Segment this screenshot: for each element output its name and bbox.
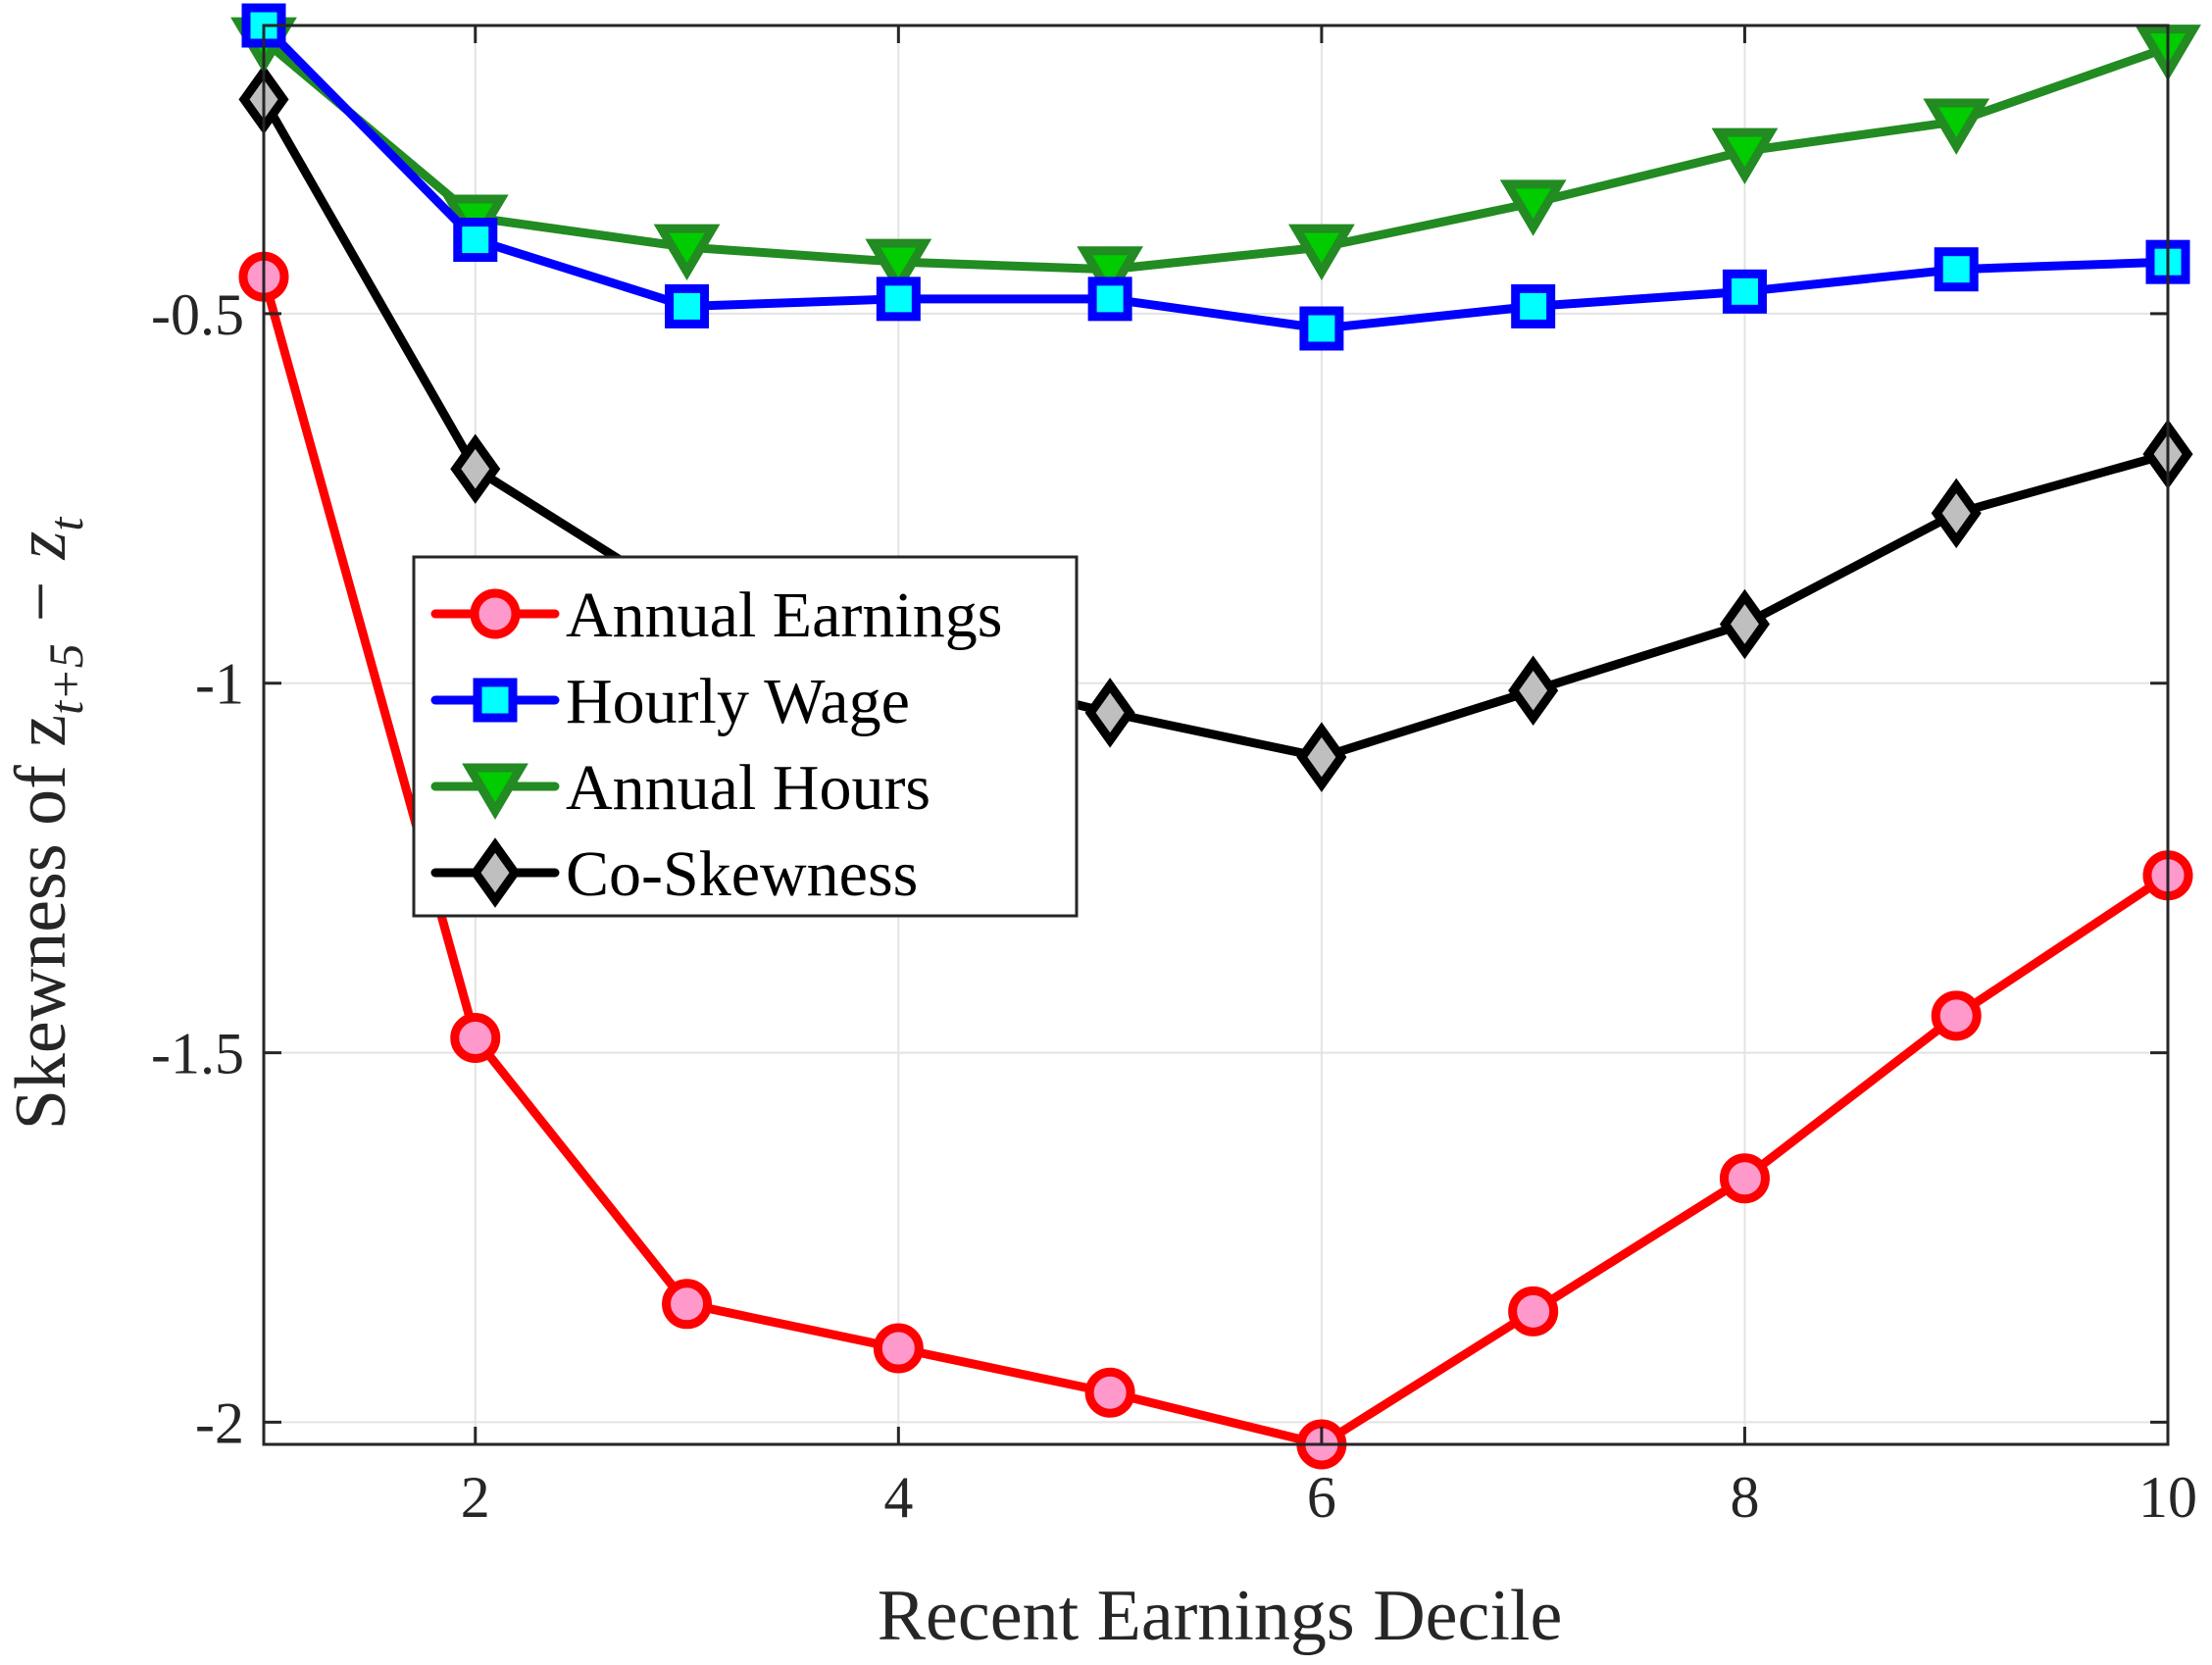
data-point-2-2 [653, 224, 721, 280]
data-point-3-6 [1508, 655, 1559, 727]
x-axis-label: Recent Earnings Decile [878, 1576, 1563, 1656]
data-point-1-7 [1722, 269, 1767, 314]
y-axis-label-sub2: t [38, 517, 93, 531]
data-point-2-5 [1288, 224, 1355, 280]
y-axis-label-minus: − [1, 580, 81, 622]
y-axis-label-main: Skewness of z [1, 715, 81, 1130]
y-tick-label-2: -1 [195, 652, 244, 717]
data-point-0-1 [450, 1012, 501, 1063]
data-point-3-7 [1719, 588, 1770, 660]
legend-marker-1 [473, 678, 518, 723]
legend-entry-0: Annual Earnings [430, 580, 1002, 651]
series-1 [241, 3, 2190, 351]
series-line-2 [259, 35, 2173, 275]
y-axis-label: Skewness of zt+5 − zt [1, 517, 93, 1131]
legend: Annual Earnings Hourly Wage Annual Hours Co… [412, 555, 1079, 918]
legend-label-0: Annual Earnings [566, 580, 1002, 651]
legend-entry-2: Annual Hours [430, 752, 930, 824]
series-line-0 [259, 272, 2173, 1449]
x-tick-label-2: 6 [1307, 1465, 1336, 1530]
data-point-1-3 [876, 277, 921, 322]
y-tick-label-1: -1.5 [151, 1022, 244, 1086]
x-tick-label-3: 8 [1730, 1465, 1759, 1530]
series-line-3 [259, 94, 2173, 762]
data-point-1-1 [453, 218, 498, 263]
data-point-1-5 [1299, 306, 1344, 351]
data-point-3-1 [450, 433, 501, 504]
data-point-1-6 [1511, 283, 1556, 328]
legend-label-1: Hourly Wage [566, 666, 910, 737]
data-point-3-5 [1296, 722, 1347, 792]
x-tick-label-1: 4 [883, 1465, 913, 1530]
data-point-3-4 [1084, 678, 1135, 748]
data-point-0-8 [1931, 990, 1982, 1041]
legend-label-3: Co-Skewness [566, 838, 918, 910]
data-point-2-3 [865, 238, 932, 296]
data-point-2-7 [1711, 127, 1779, 184]
data-point-0-6 [1508, 1286, 1559, 1337]
y-tick-label-0: -2 [195, 1390, 244, 1455]
x-tick-label-0: 2 [461, 1465, 490, 1530]
legend-marker-0 [470, 588, 521, 639]
data-point-3-8 [1931, 478, 1982, 549]
y-axis-label-sub1: t+5 [38, 643, 93, 715]
legend-marker-2 [462, 763, 528, 820]
data-point-2-8 [1923, 98, 1990, 155]
y-axis-label-var2: z [1, 531, 81, 561]
data-point-0-3 [873, 1323, 924, 1374]
series-line-1 [259, 21, 2173, 333]
legend-marker-3 [470, 837, 521, 908]
data-point-1-8 [1934, 247, 1979, 292]
data-point-1-4 [1087, 277, 1132, 322]
data-point-2-6 [1499, 179, 1567, 236]
axes: 2 4 6 8 10 -2 -1.5 -1 -0.5 [151, 24, 2197, 1530]
axes-frame [262, 24, 2170, 1446]
data-point-0-7 [1719, 1153, 1770, 1204]
data-point-0-2 [662, 1279, 713, 1330]
data-point-0-4 [1084, 1367, 1135, 1418]
legend-label-2: Annual Hours [566, 752, 930, 824]
x-tick-label-4: 10 [2138, 1465, 2197, 1530]
data-point-2-4 [1077, 246, 1143, 303]
legend-entry-3: Co-Skewness [430, 837, 918, 910]
legend-entry-1: Hourly Wage [430, 666, 910, 737]
data-point-1-2 [665, 283, 710, 328]
y-tick-label-3: -0.5 [151, 282, 244, 347]
